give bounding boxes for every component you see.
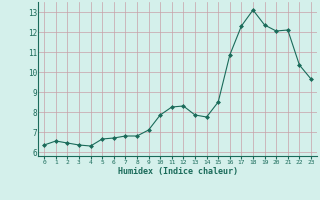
X-axis label: Humidex (Indice chaleur): Humidex (Indice chaleur): [118, 167, 238, 176]
